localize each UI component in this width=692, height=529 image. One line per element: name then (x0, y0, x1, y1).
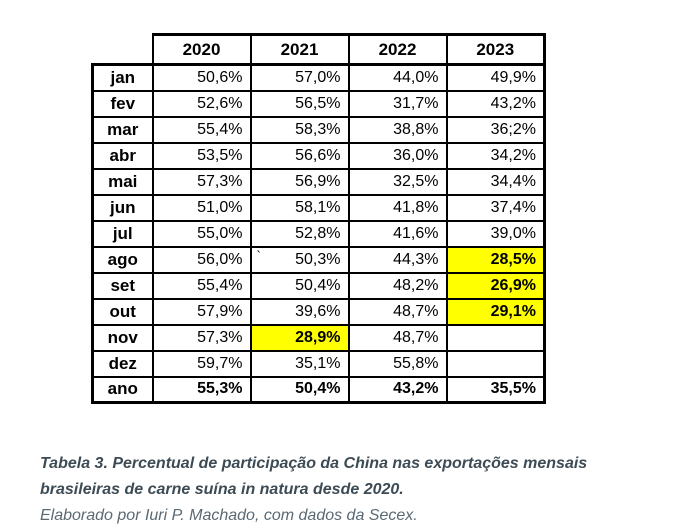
cell-mai-2022: 32,5% (347, 167, 448, 196)
cell-jun-2023: 37,4% (445, 193, 546, 222)
cell-abr-2023: 34,2% (445, 141, 546, 170)
cell-jun-2022: 41,8% (347, 193, 448, 222)
cell-dez-2020: 59,7% (151, 349, 252, 378)
cell-jul-2020: 55,0% (151, 219, 252, 248)
caption-title: Tabela 3. Percentual de participação da … (40, 455, 588, 498)
header-year-2023: 2023 (445, 33, 546, 66)
cell-nov-2020: 57,3% (151, 323, 252, 352)
cell-set-2021: 50,4% (249, 271, 350, 300)
cell-jul-2021: 52,8% (249, 219, 350, 248)
row-label-mai: mai (91, 167, 154, 196)
table-caption: Tabela 3. Percentual de participação da … (40, 451, 648, 528)
header-year-2020: 2020 (151, 33, 252, 66)
cell-out-2021: 39,6% (249, 297, 350, 326)
cell-mar-2021: 58,3% (249, 115, 350, 144)
cell-ago-2023: 28,5% (445, 245, 546, 274)
header-year-2021: 2021 (249, 33, 350, 66)
cell-abr-2021: 56,6% (249, 141, 350, 170)
cell-mar-2022: 38,8% (347, 115, 448, 144)
table-row-jun: jun 51,0% 58,1% 41,8% 37,4% (91, 193, 546, 222)
cell-abr-2020: 53,5% (151, 141, 252, 170)
cell-dez-2021: 35,1% (249, 349, 350, 378)
caption-source: Elaborado por Iuri P. Machado, com dados… (40, 507, 418, 524)
cell-jan-2022: 44,0% (347, 63, 448, 92)
cell-set-2020: 55,4% (151, 271, 252, 300)
table-row-out: out 57,9% 39,6% 48,7% 29,1% (91, 297, 546, 326)
table-row-set: set 55,4% 50,4% 48,2% 26,9% (91, 271, 546, 300)
cell-out-2023: 29,1% (445, 297, 546, 326)
row-label-jan: jan (91, 63, 154, 92)
cell-ano-2020: 55,3% (151, 375, 252, 404)
cell-dez-2023 (445, 349, 546, 378)
cell-ano-2023: 35,5% (445, 375, 546, 404)
cell-abr-2022: 36,0% (347, 141, 448, 170)
table-row-mai: mai 57,3% 56,9% 32,5% 34,4% (91, 167, 546, 196)
row-label-jun: jun (91, 193, 154, 222)
cell-fev-2020: 52,6% (151, 89, 252, 118)
cell-jun-2020: 51,0% (151, 193, 252, 222)
cell-ago-2022: 44,3% (347, 245, 448, 274)
cell-mar-2020: 55,4% (151, 115, 252, 144)
stray-tick-mark: ` (256, 247, 261, 263)
cell-ago-2021: 50,3% ` (249, 245, 350, 274)
cell-jun-2021: 58,1% (249, 193, 350, 222)
cell-nov-2023 (445, 323, 546, 352)
table-row-mar: mar 55,4% 58,3% 38,8% 36;2% (91, 115, 546, 144)
cell-fev-2023: 43,2% (445, 89, 546, 118)
cell-out-2022: 48,7% (347, 297, 448, 326)
cell-mar-2023: 36;2% (445, 115, 546, 144)
cell-jul-2023: 39,0% (445, 219, 546, 248)
header-stub-cell (93, 35, 153, 65)
china-participation-table-wrap: 2020 2021 2022 2023 jan 50,6% 57,0% 44,0% 49… (91, 33, 546, 404)
table-body: jan 50,6% 57,0% 44,0% 49,9% fev 52,6% 56,5% 31,7… (91, 63, 546, 404)
cell-jan-2021: 57,0% (249, 63, 350, 92)
cell-mai-2021: 56,9% (249, 167, 350, 196)
row-label-abr: abr (91, 141, 154, 170)
table-row-dez: dez 59,7% 35,1% 55,8% (91, 349, 546, 378)
cell-jan-2023: 49,9% (445, 63, 546, 92)
china-participation-table: 2020 2021 2022 2023 jan 50,6% 57,0% 44,0% 49… (91, 33, 546, 404)
header-year-2022: 2022 (347, 33, 448, 66)
cell-set-2022: 48,2% (347, 271, 448, 300)
row-label-ano: ano (91, 375, 154, 404)
cell-ago-2020: 56,0% (151, 245, 252, 274)
table-row-ano: ano 55,3% 50,4% 43,2% 35,5% (91, 375, 546, 404)
cell-nov-2021: 28,9% (249, 323, 350, 352)
row-label-ago: ago (91, 245, 154, 274)
row-label-jul: jul (91, 219, 154, 248)
table-header-row: 2020 2021 2022 2023 (93, 33, 546, 66)
cell-mai-2020: 57,3% (151, 167, 252, 196)
row-label-fev: fev (91, 89, 154, 118)
cell-dez-2022: 55,8% (347, 349, 448, 378)
row-label-out: out (91, 297, 154, 326)
cell-mai-2023: 34,4% (445, 167, 546, 196)
cell-out-2020: 57,9% (151, 297, 252, 326)
table-row-ago: ago 56,0% 50,3% ` 44,3% 28,5% (91, 245, 546, 274)
cell-nov-2022: 48,7% (347, 323, 448, 352)
cell-jan-2020: 50,6% (151, 63, 252, 92)
table-row-abr: abr 53,5% 56,6% 36,0% 34,2% (91, 141, 546, 170)
cell-set-2023: 26,9% (445, 271, 546, 300)
row-label-mar: mar (91, 115, 154, 144)
cell-jul-2022: 41,6% (347, 219, 448, 248)
row-label-set: set (91, 271, 154, 300)
table-row-jan: jan 50,6% 57,0% 44,0% 49,9% (91, 63, 546, 92)
cell-ano-2022: 43,2% (347, 375, 448, 404)
cell-fev-2022: 31,7% (347, 89, 448, 118)
cell-fev-2021: 56,5% (249, 89, 350, 118)
row-label-dez: dez (91, 349, 154, 378)
table-row-fev: fev 52,6% 56,5% 31,7% 43,2% (91, 89, 546, 118)
row-label-nov: nov (91, 323, 154, 352)
cell-ano-2021: 50,4% (249, 375, 350, 404)
table-row-nov: nov 57,3% 28,9% 48,7% (91, 323, 546, 352)
table-row-jul: jul 55,0% 52,8% 41,6% 39,0% (91, 219, 546, 248)
